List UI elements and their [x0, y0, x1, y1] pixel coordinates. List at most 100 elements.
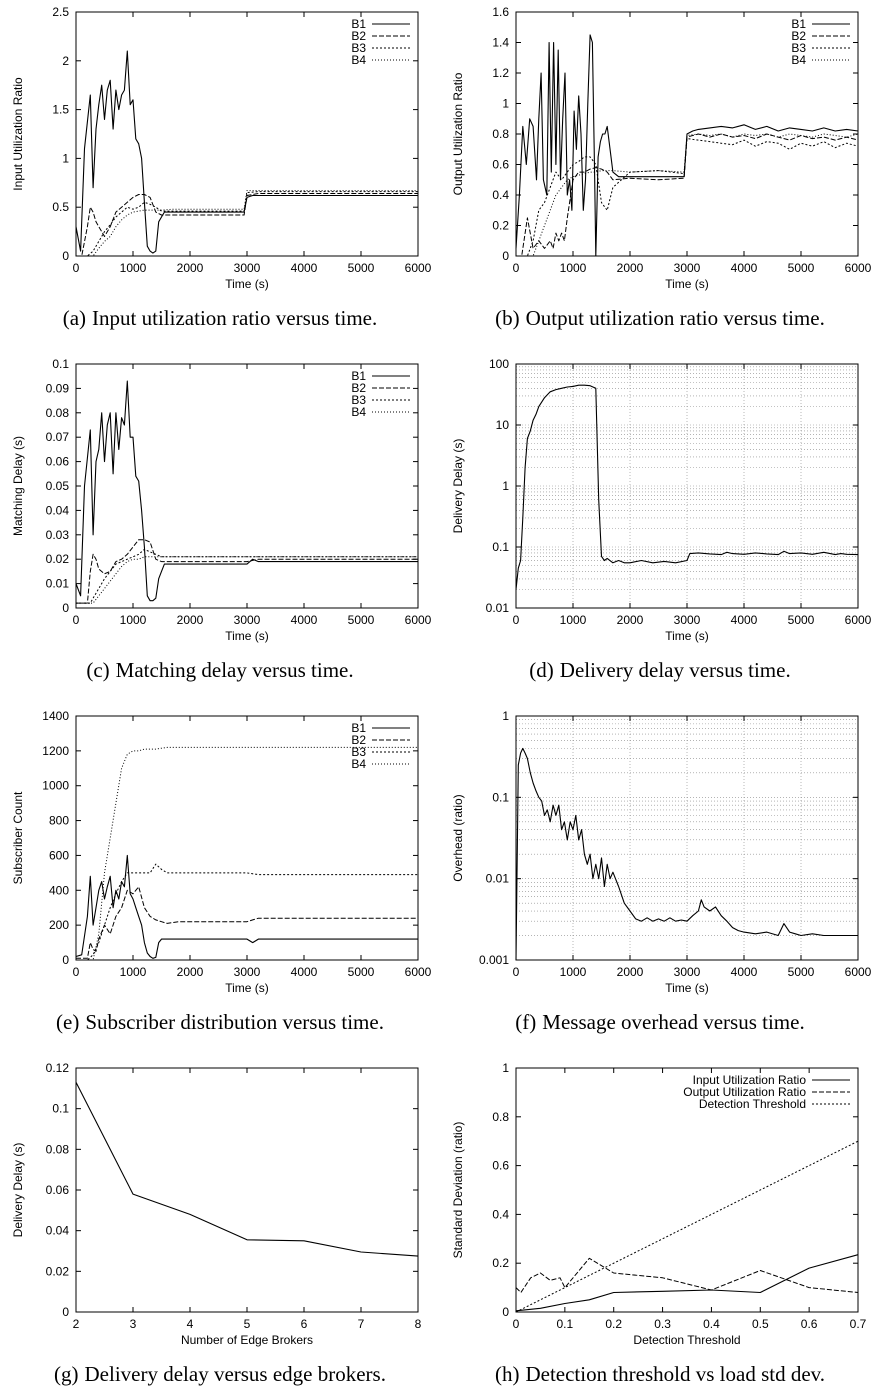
x-tick-label: 4000 [731, 613, 758, 627]
x-tick-label: 0 [513, 965, 520, 979]
y-tick-label: 0.4 [492, 1207, 509, 1221]
y-tick-label: 0.01 [46, 577, 70, 591]
y-tick-label: 1.6 [492, 5, 509, 19]
caption-a: (a) Input utilization ratio versus time. [62, 306, 378, 330]
x-tick-label: 1000 [560, 965, 587, 979]
y-tick-label: 100 [489, 357, 509, 371]
chart-panel-d: 0 1000 2000 3000 4000 5000 6000 0.01 0.1 1 10 100 Ti… [440, 352, 880, 692]
x-tick-label: 1000 [120, 613, 147, 627]
y-tick-label: 0.1 [492, 540, 509, 554]
series-line-s0 [515, 747, 858, 961]
y-tick-label: 800 [49, 814, 69, 828]
y-tick-label: 0.4 [492, 188, 509, 202]
y-tick-label: 1 [502, 1061, 509, 1075]
x-tick-label: 2 [73, 1317, 80, 1331]
y-tick-label: 0.09 [46, 381, 70, 395]
legend-label: Input Utilization Ratio [693, 1073, 807, 1087]
x-axis-label: Time (s) [225, 981, 269, 995]
x-tick-label: 1000 [560, 261, 587, 275]
x-tick-label: 1000 [120, 261, 147, 275]
y-tick-label: 0.6 [492, 158, 509, 172]
caption-h: (h) Detection threshold vs load std dev. [494, 1362, 826, 1386]
x-tick-label: 3000 [234, 965, 261, 979]
x-axis-label: Detection Threshold [633, 1333, 740, 1347]
x-tick-label: 4000 [731, 965, 758, 979]
y-axis-label: Output Utilization Ratio [451, 72, 465, 195]
x-tick-label: 2000 [177, 613, 204, 627]
plot-frame [515, 1067, 859, 1313]
chart-a: 0 1000 2000 3000 4000 5000 6000 0 0.5 1 1.5 2 2.5 Tim… [11, 5, 432, 291]
x-tick-label: 0 [73, 613, 80, 627]
series-line-b4 [516, 133, 859, 257]
x-tick-label: 4000 [291, 613, 318, 627]
y-tick-label: 200 [49, 918, 69, 932]
legend-label: B3 [351, 745, 366, 759]
series-line-b3 [76, 191, 418, 257]
series-line-s0 [515, 384, 859, 590]
x-tick-label: 4000 [731, 261, 758, 275]
x-tick-label: 6000 [845, 613, 872, 627]
y-tick-label: 0.01 [486, 601, 510, 615]
series-line-b1 [75, 50, 418, 254]
legend-label: B1 [351, 721, 366, 735]
series-line-b1 [75, 854, 418, 959]
legend-label: B3 [351, 393, 366, 407]
x-tick-label: 6000 [405, 261, 432, 275]
x-axis-label: Time (s) [225, 277, 269, 291]
x-tick-label: 0.1 [557, 1317, 574, 1331]
y-tick-label: 2.5 [52, 5, 69, 19]
chart-e: 0 1000 2000 3000 4000 5000 6000 0 200 400 600 800 10… [11, 709, 432, 995]
chart-panel-f: 0 1000 2000 3000 4000 5000 6000 0.001 0.01 0.1 1 Ti… [440, 704, 880, 1044]
x-tick-label: 0 [513, 261, 520, 275]
x-tick-label: 0.3 [654, 1317, 671, 1331]
legend-label: B4 [351, 53, 366, 67]
legend-label: B3 [351, 41, 366, 55]
y-tick-label: 1.2 [492, 66, 509, 80]
x-tick-label: 3000 [674, 261, 701, 275]
x-tick-label: 3000 [234, 261, 261, 275]
series-line-b2 [516, 133, 859, 257]
x-tick-label: 2000 [177, 965, 204, 979]
series-line-b2 [76, 886, 418, 959]
y-tick-label: 0 [62, 601, 69, 615]
series-line-b4 [76, 190, 418, 257]
series-line-b4 [76, 556, 418, 604]
x-tick-label: 0.7 [850, 1317, 867, 1331]
y-tick-label: 0 [62, 249, 69, 263]
y-axis-label: Input Utilization Ratio [11, 77, 25, 191]
x-tick-label: 0.4 [703, 1317, 720, 1331]
y-tick-label: 0.5 [52, 200, 69, 214]
x-tick-label: 6000 [845, 261, 872, 275]
x-tick-label: 6000 [405, 965, 432, 979]
y-tick-label: 0.08 [46, 1142, 70, 1156]
y-tick-label: 0.05 [46, 479, 70, 493]
series-line-b2 [76, 539, 418, 604]
x-axis-label: Number of Edge Brokers [181, 1333, 313, 1347]
plot-frame [75, 715, 419, 961]
y-tick-label: 0.04 [46, 1224, 70, 1238]
x-tick-label: 0 [73, 261, 80, 275]
x-tick-label: 0.6 [801, 1317, 818, 1331]
y-tick-label: 0.6 [492, 1159, 509, 1173]
y-tick-label: 0.02 [46, 552, 70, 566]
y-axis-label: Overhead (ratio) [451, 794, 465, 881]
y-tick-label: 1 [502, 709, 509, 723]
y-tick-label: 0.2 [492, 1256, 509, 1270]
y-tick-label: 0.001 [479, 953, 509, 967]
x-tick-label: 0 [73, 965, 80, 979]
y-tick-label: 0.8 [492, 1110, 509, 1124]
x-axis-label: Time (s) [225, 629, 269, 643]
y-tick-label: 0.01 [486, 872, 510, 886]
legend-label: B1 [351, 17, 366, 31]
caption-c: (c) Matching delay versus time. [86, 658, 354, 682]
x-tick-label: 6 [301, 1317, 308, 1331]
y-axis-label: Standard Deviation (ratio) [451, 1122, 465, 1259]
x-tick-label: 3000 [234, 613, 261, 627]
x-tick-label: 5000 [788, 261, 815, 275]
y-tick-label: 1 [62, 151, 69, 165]
y-axis-label: Matching Delay (s) [11, 436, 25, 536]
y-tick-label: 1200 [42, 744, 69, 758]
legend-label: Output Utilization Ratio [683, 1085, 806, 1099]
x-tick-label: 7 [358, 1317, 365, 1331]
x-tick-label: 4 [187, 1317, 194, 1331]
